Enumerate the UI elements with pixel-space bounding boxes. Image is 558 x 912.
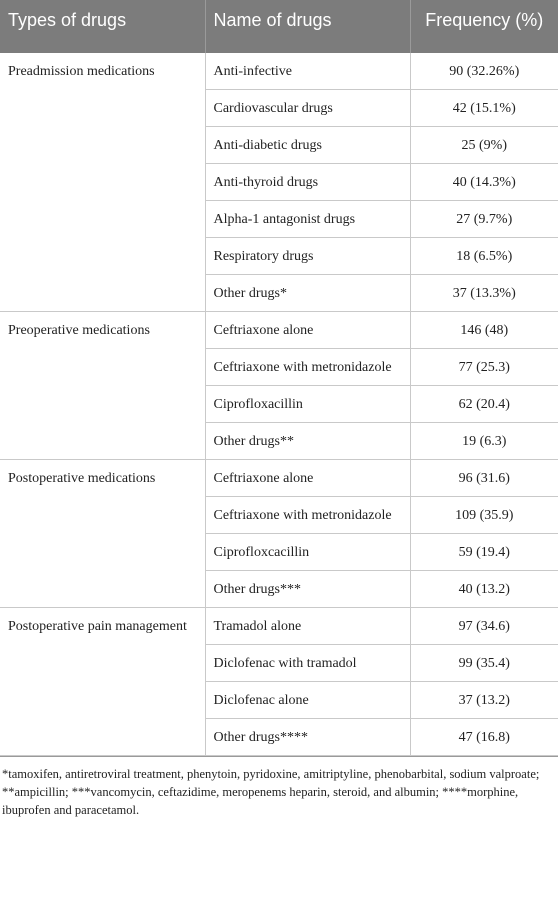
table-row: Alpha-1 antagonist drugs 27 (9.7%) — [0, 200, 558, 238]
table-row: Anti-diabetic drugs 25 (9%) — [0, 126, 558, 164]
frequency-cell: 146 (48) — [410, 311, 558, 349]
drug-name-cell: Anti-thyroid drugs — [205, 163, 411, 201]
drug-name-cell: Ceftriaxone alone — [205, 311, 411, 349]
table-row: Ciprofloxacillin 62 (20.4) — [0, 385, 558, 423]
drug-name-cell: Anti-infective — [205, 53, 411, 90]
header-name-of-drugs: Name of drugs — [205, 0, 411, 53]
drug-name-cell: Ciprofloxcacillin — [205, 533, 411, 571]
table-row: Postoperative medications Ceftriaxone alo… — [0, 459, 558, 608]
table-row: Ceftriaxone with metronidazole 77 (25.3) — [0, 348, 558, 386]
drug-name-cell: Ceftriaxone with metronidazole — [205, 496, 411, 534]
table-row: Diclofenac alone 37 (13.2) — [0, 681, 558, 719]
drug-type-cell: Preoperative medications — [0, 311, 206, 460]
table-row: Respiratory drugs 18 (6.5%) — [0, 237, 558, 275]
drug-name-cell: Other drugs* — [205, 274, 411, 312]
drug-frequency-table-container: Types of drugs Name of drugs Frequency (… — [0, 0, 558, 819]
table-row: Cardiovascular drugs 42 (15.1%) — [0, 89, 558, 127]
frequency-cell: 40 (13.2) — [410, 570, 558, 608]
drug-name-cell: Other drugs*** — [205, 570, 411, 608]
frequency-cell: 37 (13.3%) — [410, 274, 558, 312]
drug-name-cell: Other drugs**** — [205, 718, 411, 756]
frequency-cell: 99 (35.4) — [410, 644, 558, 682]
header-types-of-drugs: Types of drugs — [0, 0, 206, 53]
frequency-cell: 97 (34.6) — [410, 607, 558, 645]
drug-name-cell: Ceftriaxone with metronidazole — [205, 348, 411, 386]
table-footnote: *tamoxifen, antiretroviral treatment, ph… — [0, 756, 558, 819]
drug-name-cell: Respiratory drugs — [205, 237, 411, 275]
header-frequency: Frequency (%) — [410, 0, 558, 53]
frequency-cell: 19 (6.3) — [410, 422, 558, 460]
frequency-cell: 59 (19.4) — [410, 533, 558, 571]
table-row: Postoperative pain management Tramadol al… — [0, 607, 558, 756]
frequency-cell: 37 (13.2) — [410, 681, 558, 719]
frequency-cell: 42 (15.1%) — [410, 89, 558, 127]
drug-name-cell: Ciprofloxacillin — [205, 385, 411, 423]
table-row: Other drugs** 19 (6.3) — [0, 422, 558, 460]
drug-name-cell: Ceftriaxone alone — [205, 459, 411, 497]
table-row: Ceftriaxone with metronidazole 109 (35.9) — [0, 496, 558, 534]
header-row: Types of drugs Name of drugs Frequency (… — [0, 0, 558, 53]
frequency-cell: 62 (20.4) — [410, 385, 558, 423]
frequency-cell: 96 (31.6) — [410, 459, 558, 497]
table-row: Ciprofloxcacillin 59 (19.4) — [0, 533, 558, 571]
drug-frequency-table: Types of drugs Name of drugs Frequency (… — [0, 0, 558, 756]
frequency-cell: 25 (9%) — [410, 126, 558, 164]
drug-name-cell: Other drugs** — [205, 422, 411, 460]
drug-name-cell: Diclofenac with tramadol — [205, 644, 411, 682]
table-row: Other drugs*** 40 (13.2) — [0, 570, 558, 608]
frequency-cell: 47 (16.8) — [410, 718, 558, 756]
drug-name-cell: Alpha-1 antagonist drugs — [205, 200, 411, 238]
frequency-cell: 109 (35.9) — [410, 496, 558, 534]
drug-name-cell: Tramadol alone — [205, 607, 411, 645]
drug-type-cell: Preadmission medications — [0, 53, 206, 312]
drug-type-cell: Postoperative medications — [0, 459, 206, 608]
drug-name-cell: Diclofenac alone — [205, 681, 411, 719]
table-row: Preadmission medications Anti-infective 90… — [0, 53, 558, 312]
table-row: Other drugs**** 47 (16.8) — [0, 718, 558, 756]
drug-name-cell: Anti-diabetic drugs — [205, 126, 411, 164]
table-row: Other drugs* 37 (13.3%) — [0, 274, 558, 312]
frequency-cell: 27 (9.7%) — [410, 200, 558, 238]
table-row: Diclofenac with tramadol 99 (35.4) — [0, 644, 558, 682]
frequency-cell: 40 (14.3%) — [410, 163, 558, 201]
frequency-cell: 18 (6.5%) — [410, 237, 558, 275]
drug-type-cell: Postoperative pain management — [0, 607, 206, 756]
table-row: Preoperative medications Ceftriaxone alon… — [0, 311, 558, 460]
frequency-cell: 77 (25.3) — [410, 348, 558, 386]
drug-name-cell: Cardiovascular drugs — [205, 89, 411, 127]
table-row: Anti-thyroid drugs 40 (14.3%) — [0, 163, 558, 201]
frequency-cell: 90 (32.26%) — [410, 53, 558, 90]
table-body: Preadmission medications Anti-infective 90… — [0, 53, 558, 756]
